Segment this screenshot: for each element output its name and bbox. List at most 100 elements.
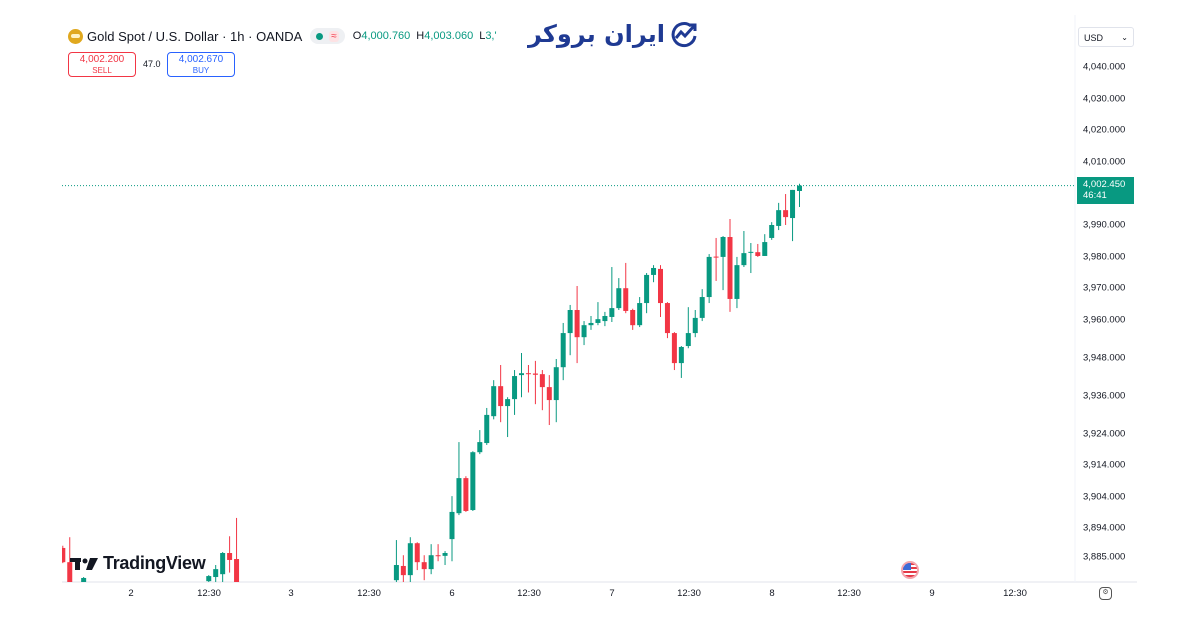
- candle-body: [602, 316, 608, 322]
- current-price: 4,002.450: [1083, 179, 1126, 190]
- candle: [470, 451, 476, 511]
- candle: [220, 552, 226, 582]
- price-tick-label: 3,914.000: [1083, 459, 1126, 471]
- candle: [560, 322, 566, 381]
- candle: [81, 577, 87, 582]
- candle: [553, 358, 559, 423]
- time-tick-label: 12:30: [1003, 588, 1027, 599]
- candle: [206, 575, 212, 582]
- candle: [519, 352, 524, 398]
- candle: [428, 544, 434, 575]
- gold-coin-icon: [68, 28, 83, 44]
- candle: [699, 289, 705, 322]
- high-value: 4,003.060: [424, 30, 474, 42]
- candle-body: [421, 562, 427, 570]
- candle-body: [790, 189, 796, 219]
- us-flag-event-icon[interactable]: [901, 561, 919, 579]
- candle-body: [519, 373, 524, 376]
- price-tick-label: 3,970.000: [1083, 282, 1126, 294]
- candle: [623, 262, 629, 314]
- candles: [62, 183, 802, 582]
- time-tick-label: 12:30: [837, 588, 861, 599]
- time-tick-label: 12:30: [197, 588, 221, 599]
- candle: [463, 476, 469, 512]
- price-tick-label: 4,030.000: [1083, 93, 1126, 105]
- candle-body: [407, 543, 413, 576]
- candle-body: [428, 555, 434, 570]
- candle-body: [539, 374, 545, 388]
- buy-label: BUY: [192, 66, 210, 75]
- candle-body: [442, 553, 448, 556]
- candle-body: [463, 478, 469, 511]
- candle: [234, 517, 240, 582]
- time-tick-label: 12:30: [677, 588, 701, 599]
- candle: [651, 265, 657, 283]
- candle-body: [776, 210, 782, 226]
- candle-body: [623, 288, 629, 311]
- candle: [525, 364, 531, 393]
- sell-label: SELL: [92, 66, 112, 75]
- current-price-tag: 4,002.450 46:41: [1077, 177, 1134, 204]
- candle: [783, 194, 789, 225]
- tradingview-logo-icon: [70, 557, 98, 570]
- candle: [227, 536, 233, 573]
- candle-body: [692, 317, 698, 334]
- candle-body: [664, 303, 670, 334]
- candle: [539, 370, 545, 411]
- candle: [393, 540, 399, 582]
- price-tick-label: 3,904.000: [1083, 491, 1126, 503]
- symbol-legend[interactable]: Gold Spot / U.S. Dollar · 1h · OANDA ≈ O…: [68, 28, 503, 44]
- wave-icon: ≈: [329, 30, 339, 42]
- candle: [720, 236, 726, 291]
- price-tick-label: 4,020.000: [1083, 124, 1126, 136]
- candle-body: [581, 325, 587, 338]
- candle-body: [637, 303, 643, 326]
- low-value: 3,': [485, 30, 497, 42]
- candle-body: [449, 511, 455, 540]
- candle: [595, 302, 601, 326]
- price-tick-label: 3,948.000: [1083, 352, 1126, 364]
- candle-body: [546, 387, 552, 401]
- candle: [797, 183, 802, 207]
- candle: [776, 202, 782, 231]
- candle-body: [477, 442, 483, 453]
- candle: [616, 278, 622, 311]
- candle: [442, 551, 448, 566]
- ohlc-values: O4,000.760 H4,003.060 L3,': [353, 30, 503, 42]
- candle-body: [755, 252, 761, 256]
- candle: [727, 218, 733, 312]
- candle-body: [220, 553, 226, 575]
- candle-body: [658, 268, 663, 304]
- time-tick-label: 12:30: [517, 588, 541, 599]
- candle-body: [505, 399, 511, 407]
- candle: [602, 311, 608, 327]
- candle: [769, 222, 775, 240]
- candle-body: [81, 577, 87, 582]
- candle: [706, 254, 712, 304]
- symbol-title[interactable]: Gold Spot / U.S. Dollar · 1h · OANDA: [87, 28, 303, 44]
- gear-icon[interactable]: ⚙: [1099, 587, 1112, 600]
- buy-button[interactable]: 4,002.670 BUY: [167, 52, 235, 77]
- candle-body: [699, 297, 705, 318]
- candle-body: [532, 373, 538, 375]
- chevron-down-icon: ⌄: [1121, 33, 1128, 42]
- candle: [630, 308, 636, 330]
- candle: [741, 231, 747, 268]
- candle-body: [630, 310, 636, 326]
- candle: [637, 297, 643, 328]
- status-pill[interactable]: ≈: [310, 28, 345, 44]
- sell-price: 4,002.200: [79, 54, 125, 65]
- sell-button[interactable]: 4,002.200 SELL: [68, 52, 136, 77]
- candle: [609, 267, 615, 323]
- price-tick-label: 3,885.000: [1083, 551, 1126, 563]
- candle: [790, 189, 796, 242]
- candle-body: [393, 565, 399, 581]
- candle: [512, 370, 518, 415]
- price-tick-label: 3,980.000: [1083, 251, 1126, 263]
- buy-price: 4,002.670: [178, 54, 224, 65]
- candle-body: [213, 569, 219, 578]
- candle-body: [727, 237, 733, 299]
- candle-body: [206, 576, 212, 582]
- currency-select[interactable]: USD ⌄: [1078, 27, 1134, 47]
